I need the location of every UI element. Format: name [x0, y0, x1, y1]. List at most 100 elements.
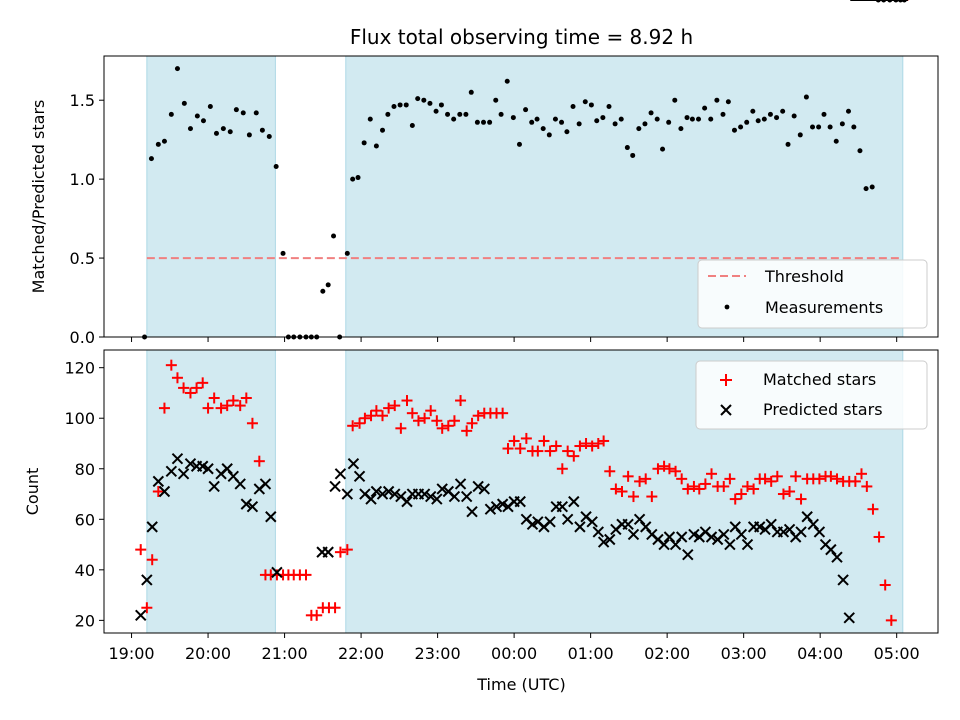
matched-star-marker [461, 425, 473, 437]
predicted-marker-b [240, 498, 253, 510]
measurement-point [869, 184, 875, 190]
predicted-marker-b [682, 548, 694, 561]
measurement-point [666, 119, 672, 125]
measurement-point [546, 132, 552, 138]
predicted-star-marker [472, 480, 484, 493]
predicted-marker-b [604, 533, 616, 546]
matched-stars-points [135, 0, 909, 626]
measurement-point [200, 118, 206, 124]
predicted-star-marker [741, 538, 754, 551]
measurement-point [391, 104, 397, 110]
matched-star-marker [790, 470, 802, 482]
measurement-point [636, 126, 642, 132]
predicted-star-marker [658, 538, 670, 551]
predicted-marker-b [520, 513, 533, 526]
measurement-point [523, 107, 529, 113]
measurement-point [325, 282, 331, 288]
predicted-marker-b [754, 521, 766, 533]
x-tick-label: 02:00 [644, 644, 690, 663]
predicted-star-marker [389, 488, 401, 500]
measurement-point [594, 118, 600, 124]
measurement-point [320, 288, 326, 294]
predicted-star-marker [152, 475, 165, 488]
predicted-marker-b [580, 511, 592, 523]
matched-star-marker [253, 455, 265, 467]
matched-star-marker [771, 470, 783, 482]
matched-star-marker [146, 554, 158, 566]
predicted-star-marker [561, 513, 574, 526]
matched-star-marker [610, 483, 622, 495]
predicted-star-marker [165, 465, 178, 477]
bottom-x-ticks: 19:00 20:00 21:00 22:00 23:00 00:00 01:00 02:00… [108, 633, 920, 663]
x-axis-label: Time (UTC) [476, 675, 565, 694]
x-tick-label: 21:00 [262, 644, 308, 663]
measurement-point [220, 126, 226, 132]
predicted-marker-b [663, 531, 676, 543]
predicted-marker-b [389, 488, 401, 500]
predicted-star-marker [669, 538, 682, 551]
predicted-star-marker [813, 526, 826, 538]
matched-star-marker [663, 463, 675, 475]
matched-star-marker [795, 493, 807, 505]
y-tick-label: 60 [75, 510, 95, 529]
matched-star-marker [436, 422, 448, 434]
predicted-star-marker [807, 518, 819, 531]
matched-star-marker [735, 488, 747, 500]
y-tick-label: 40 [75, 561, 95, 580]
predicted-star-marker [783, 523, 796, 536]
measurement-point [642, 121, 648, 127]
predicted-star-marker [329, 480, 341, 493]
predicted-star-marker [592, 526, 604, 538]
predicted-stars-points [135, 0, 908, 624]
predicted-marker-b [777, 526, 790, 538]
predicted-marker-b [460, 490, 473, 503]
predicted-marker-b [158, 485, 171, 498]
y-tick-label: 1.5 [70, 91, 95, 110]
legend-measurements-swatch [724, 304, 730, 310]
matched-star-marker [135, 544, 147, 556]
matched-star-marker [652, 463, 664, 475]
matched-star-marker [184, 387, 196, 399]
predicted-marker-b [202, 463, 214, 475]
measurement-point [187, 126, 193, 132]
measurement-point [421, 97, 427, 103]
measurement-point [678, 126, 684, 132]
measurement-point [253, 110, 259, 116]
predicted-marker-b [819, 538, 832, 551]
matched-star-marker [448, 415, 460, 427]
measurement-point [498, 111, 504, 117]
matched-star-marker [152, 486, 164, 497]
matched-star-marker [640, 473, 652, 485]
predicted-marker-b [359, 488, 371, 500]
measurement-point [474, 119, 480, 125]
matched-star-marker [472, 410, 484, 422]
measurement-point [785, 141, 791, 147]
predicted-marker-b [329, 480, 341, 493]
measurement-point [660, 146, 666, 152]
predicted-star-marker [135, 609, 147, 622]
predicted-marker-b [271, 566, 283, 579]
top-observing-windows [146, 55, 904, 338]
predicted-marker-b [688, 528, 700, 541]
legend-measurements-label: Measurements [765, 298, 883, 317]
predicted-marker-b [353, 470, 366, 483]
measurement-point [161, 138, 167, 144]
predicted-star-marker [353, 470, 366, 483]
measurement-point [654, 116, 660, 122]
predicted-marker-b [454, 478, 467, 490]
measurement-point [600, 115, 606, 121]
predicted-marker-b [837, 574, 849, 586]
predicted-marker-b [334, 468, 347, 480]
matched-star-marker [634, 475, 646, 487]
matched-star-marker [165, 359, 177, 371]
matched-star-marker [341, 544, 353, 556]
matched-star-marker [412, 415, 424, 427]
matched-star-marker [442, 420, 454, 432]
predicted-star-marker [365, 493, 377, 505]
predicted-star-marker [146, 521, 158, 533]
predicted-marker-b [401, 495, 413, 508]
measurement-point [582, 99, 588, 105]
predicted-star-marker [322, 546, 334, 558]
bottom-y-ticks: 20 40 60 80 100 120 [64, 359, 104, 630]
matched-star-marker [334, 546, 346, 558]
